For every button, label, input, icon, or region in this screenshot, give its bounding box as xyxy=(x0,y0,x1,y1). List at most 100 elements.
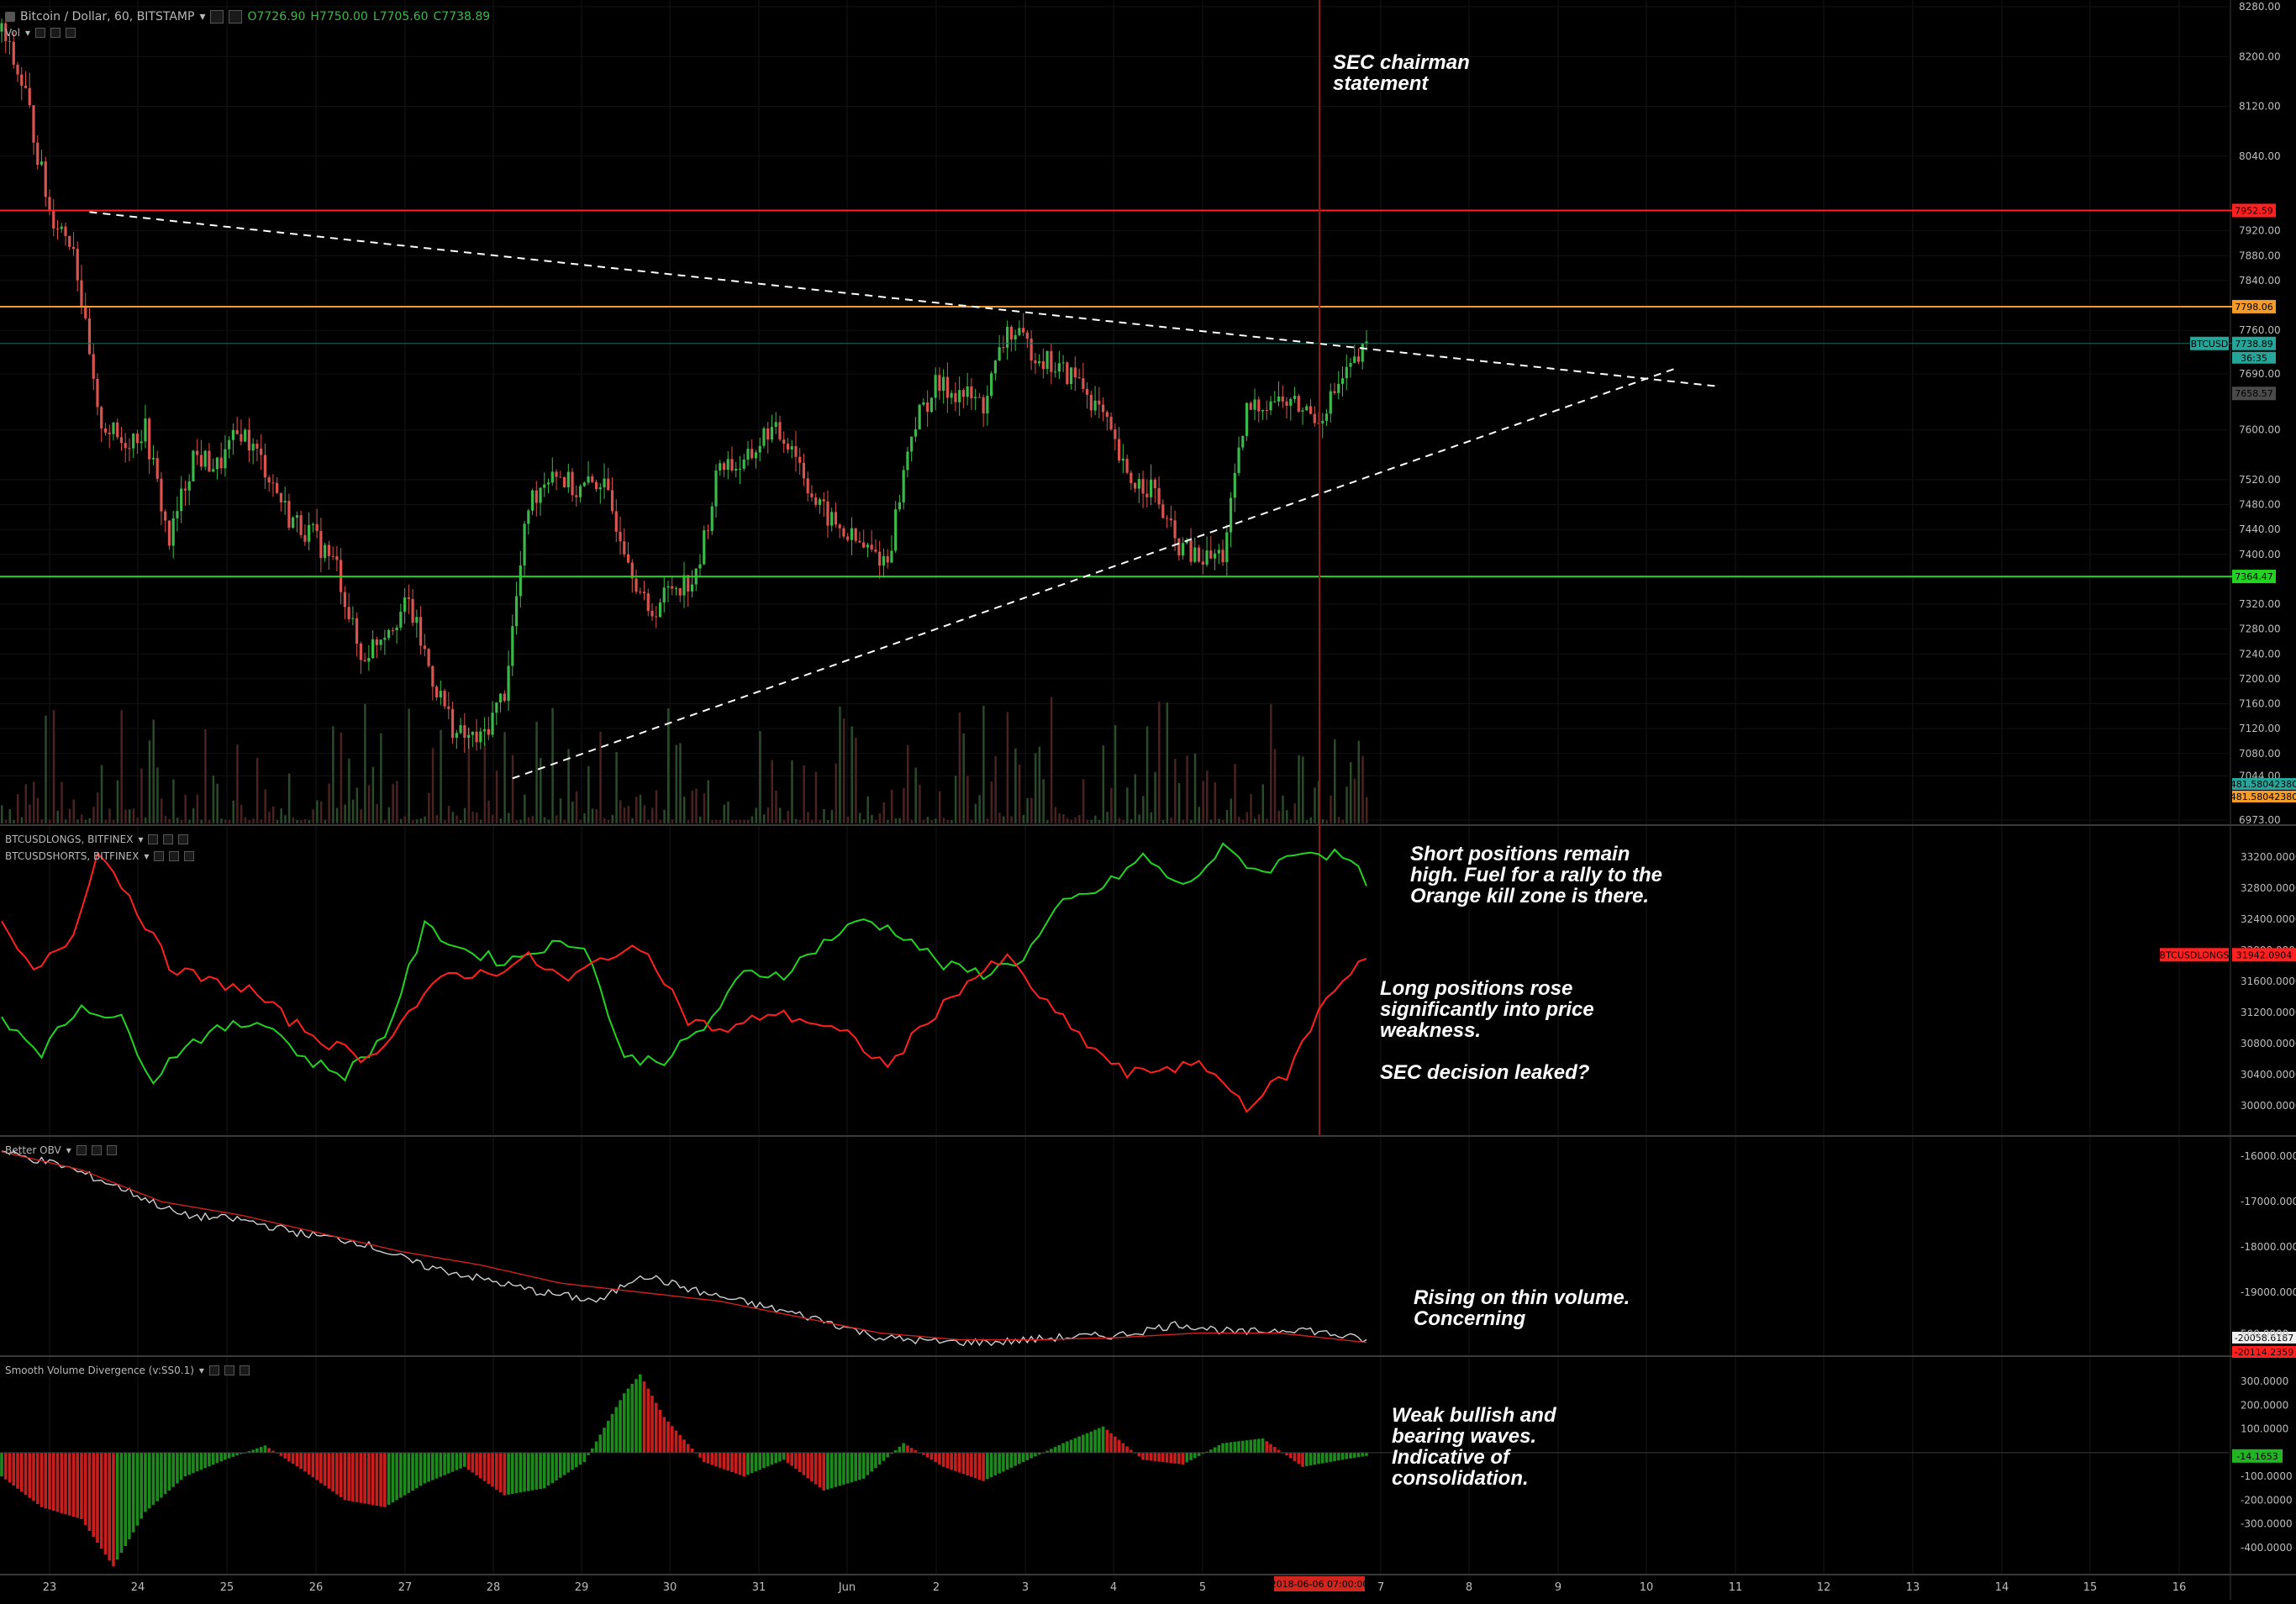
candle-body xyxy=(922,402,925,405)
candle-body xyxy=(116,422,119,438)
volume-bar xyxy=(527,817,530,823)
volume-bar xyxy=(1130,818,1133,823)
volume-bar xyxy=(595,809,598,823)
svd-histogram-bar xyxy=(854,1452,857,1481)
candle-body xyxy=(578,486,582,497)
volume-bar xyxy=(1138,814,1140,823)
candle-body xyxy=(1321,420,1324,423)
longs-symbol-tag-label: BTCUSDLONGS xyxy=(2160,949,2230,960)
svd-histogram-bar xyxy=(514,1452,519,1494)
svd-histogram-bar xyxy=(48,1452,51,1510)
shorts-close-icon[interactable] xyxy=(184,851,195,861)
svd-title[interactable]: Smooth Volume Divergence (v:SS0.1) xyxy=(5,1365,194,1376)
svd-histogram-bar xyxy=(938,1452,941,1465)
candle-body xyxy=(1101,404,1105,413)
interval-dropdown-icon[interactable]: ▾ xyxy=(199,10,206,24)
shorts-title[interactable]: BTCUSDSHORTS, BITFINEX xyxy=(5,850,140,862)
obv-ma-value-tag xyxy=(2232,1345,2296,1358)
svd-histogram-bar xyxy=(1125,1446,1129,1453)
svd-histogram-bar xyxy=(35,1452,39,1505)
svd-histogram-bar xyxy=(87,1452,92,1531)
settings-icon[interactable] xyxy=(229,10,243,24)
svd-histogram-bar xyxy=(1201,1452,1205,1454)
svd-histogram-bar xyxy=(758,1452,762,1470)
svd-histogram-bar xyxy=(450,1452,455,1472)
volume-bar xyxy=(986,818,989,823)
svd-histogram-bar xyxy=(1093,1429,1097,1453)
obv-header: Better OBV ▾ xyxy=(5,1144,117,1156)
svd-histogram-bar xyxy=(722,1452,726,1470)
volume-dropdown-icon[interactable]: ▾ xyxy=(24,27,30,39)
longs-title[interactable]: BTCUSDLONGS, BITFINEX xyxy=(5,834,134,845)
candle-body xyxy=(455,733,458,739)
volume-label[interactable]: Vol xyxy=(5,27,20,39)
shorts-settings-icon[interactable] xyxy=(169,851,180,861)
candle-body xyxy=(1025,332,1029,339)
volume-bar xyxy=(1114,724,1117,823)
candle-body xyxy=(719,463,722,471)
candle-body xyxy=(619,531,622,542)
obv-settings-icon[interactable] xyxy=(91,1145,102,1155)
longs-settings-icon[interactable] xyxy=(163,834,174,844)
candle-body xyxy=(1249,402,1252,410)
longs-dropdown-icon[interactable]: ▾ xyxy=(138,834,144,845)
svd-histogram-bar xyxy=(287,1452,291,1461)
y-tick-label: 7440.00 xyxy=(2239,523,2281,535)
svd-histogram-bar xyxy=(339,1452,343,1497)
volume-bar xyxy=(647,820,650,823)
svd-histogram-bar xyxy=(906,1445,909,1453)
svd-histogram-bar xyxy=(998,1452,1001,1474)
longs-visibility-icon[interactable] xyxy=(148,834,159,844)
candle-body xyxy=(427,649,430,666)
volume-bar xyxy=(260,819,263,823)
x-tick-label: 10 xyxy=(1640,1581,1654,1594)
svd-histogram-bar xyxy=(558,1452,562,1478)
volume-bar xyxy=(850,726,853,823)
volume-close-icon[interactable] xyxy=(65,28,76,38)
svd-visibility-icon[interactable] xyxy=(208,1365,219,1375)
volume-bar xyxy=(978,795,981,823)
svd-histogram-bar xyxy=(471,1452,475,1473)
longs-close-icon[interactable] xyxy=(178,834,189,844)
volume-bar xyxy=(184,794,187,823)
volume-bar xyxy=(499,818,503,823)
countdown-tag xyxy=(2232,351,2276,364)
svd-histogram-bar xyxy=(491,1452,494,1487)
volume-visibility-icon[interactable] xyxy=(34,28,45,38)
toggle-icon[interactable] xyxy=(210,10,224,24)
svd-histogram-bar xyxy=(866,1452,870,1475)
volume-bar xyxy=(1002,816,1005,823)
svd-histogram-bar xyxy=(1329,1452,1333,1462)
svd-histogram-bar xyxy=(822,1452,825,1491)
obv-title[interactable]: Better OBV xyxy=(5,1144,61,1156)
candle-body xyxy=(1130,472,1133,483)
obv-visibility-icon[interactable] xyxy=(76,1145,87,1155)
volume-bar xyxy=(396,781,398,823)
obv-close-icon[interactable] xyxy=(106,1145,117,1155)
shorts-dropdown-icon[interactable]: ▾ xyxy=(144,850,150,862)
volume-bar xyxy=(1341,819,1345,823)
volume-bar xyxy=(1234,764,1236,823)
candle-body xyxy=(1177,538,1181,556)
svd-settings-icon[interactable] xyxy=(224,1365,234,1375)
volume-settings-icon[interactable] xyxy=(50,28,61,38)
volume-bar xyxy=(791,760,793,823)
obv-dropdown-icon[interactable]: ▾ xyxy=(66,1144,71,1156)
y-tick-label: 7690.00 xyxy=(2239,368,2281,380)
svd-histogram-bar xyxy=(1121,1443,1125,1453)
volume-bar xyxy=(212,775,215,823)
svd-close-icon[interactable] xyxy=(239,1365,250,1375)
svd-dropdown-icon[interactable]: ▾ xyxy=(198,1365,204,1376)
svd-value-tag xyxy=(2232,1449,2283,1463)
volume-bar xyxy=(104,819,107,823)
svd-histogram-bar xyxy=(622,1393,626,1453)
shorts-visibility-icon[interactable] xyxy=(154,851,165,861)
candle-body xyxy=(215,457,219,470)
candle-body xyxy=(1133,482,1137,489)
volume-bar xyxy=(1110,788,1113,823)
svd-histogram-bar xyxy=(76,1452,80,1518)
svd-histogram-bar xyxy=(60,1452,64,1513)
candle-body xyxy=(523,523,526,565)
symbol-title[interactable]: Bitcoin / Dollar, 60, BITSTAMP xyxy=(20,10,195,24)
